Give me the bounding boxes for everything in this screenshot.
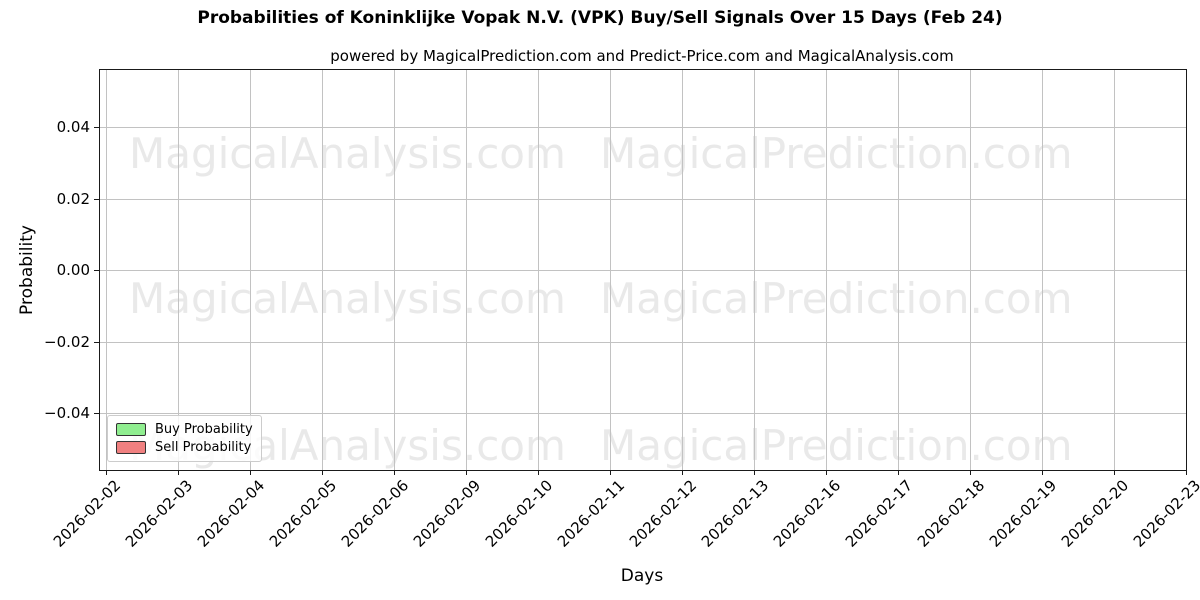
legend: Buy Probability Sell Probability — [107, 415, 262, 462]
watermark-prediction: MagicalPrediction.com — [600, 274, 1073, 323]
x-axis-label: Days — [620, 566, 664, 586]
x-tick-mark — [682, 470, 683, 475]
chart-subtitle: powered by MagicalPrediction.com and Pre… — [330, 47, 954, 65]
x-tick-label: 2026-02-17 — [841, 476, 917, 551]
x-tick-mark — [106, 470, 107, 475]
x-tick-mark — [1114, 470, 1115, 475]
x-tick-mark — [250, 470, 251, 475]
y-tick-label: −0.04 — [44, 404, 90, 422]
x-tick-mark — [754, 470, 755, 475]
x-tick-label: 2026-02-10 — [481, 476, 557, 551]
x-tick-mark — [610, 470, 611, 475]
legend-item-buy: Buy Probability — [116, 421, 253, 438]
x-tick-mark — [970, 470, 971, 475]
x-tick-mark — [898, 470, 899, 475]
x-tick-mark — [178, 470, 179, 475]
x-tick-label: 2026-02-13 — [697, 476, 773, 551]
legend-label-buy: Buy Probability — [155, 422, 253, 437]
x-tick-label: 2026-02-02 — [49, 476, 125, 551]
x-tick-label: 2026-02-11 — [553, 476, 629, 551]
x-tick-mark — [466, 470, 467, 475]
x-tick-label: 2026-02-05 — [265, 476, 341, 551]
watermark-analysis: MagicalAnalysis.com — [129, 129, 566, 178]
legend-label-sell: Sell Probability — [155, 440, 252, 455]
x-tick-label: 2026-02-09 — [409, 476, 485, 551]
y-gridline — [100, 127, 1186, 128]
x-tick-label: 2026-02-04 — [193, 476, 269, 551]
x-tick-label: 2026-02-20 — [1057, 476, 1133, 551]
y-gridline — [100, 413, 1186, 414]
y-tick-label: 0.04 — [56, 118, 90, 136]
x-tick-mark — [322, 470, 323, 475]
x-tick-mark — [1186, 470, 1187, 475]
x-tick-label: 2026-02-23 — [1129, 476, 1200, 551]
x-tick-label: 2026-02-16 — [769, 476, 845, 551]
buy-probability-swatch — [116, 423, 146, 436]
plot-area — [99, 69, 1187, 471]
watermark-prediction: MagicalPrediction.com — [600, 421, 1073, 470]
y-tick-label: 0.00 — [56, 261, 90, 279]
sell-probability-swatch — [116, 441, 146, 454]
y-tick-mark — [94, 127, 99, 128]
x-tick-label: 2026-02-18 — [913, 476, 989, 551]
y-tick-mark — [94, 342, 99, 343]
x-tick-label: 2026-02-03 — [121, 476, 197, 551]
x-tick-mark — [394, 470, 395, 475]
x-tick-label: 2026-02-19 — [985, 476, 1061, 551]
watermark-prediction: MagicalPrediction.com — [600, 129, 1073, 178]
x-tick-label: 2026-02-12 — [625, 476, 701, 551]
x-tick-mark — [826, 470, 827, 475]
y-gridline — [100, 270, 1186, 271]
y-gridline — [100, 342, 1186, 343]
x-gridline — [1186, 70, 1187, 470]
y-tick-label: −0.02 — [44, 333, 90, 351]
y-tick-mark — [94, 413, 99, 414]
watermark-analysis: MagicalAnalysis.com — [129, 274, 566, 323]
chart-title: Probabilities of Koninklijke Vopak N.V. … — [197, 8, 1003, 28]
x-tick-mark — [1042, 470, 1043, 475]
x-tick-mark — [538, 470, 539, 475]
y-tick-label: 0.02 — [56, 190, 90, 208]
legend-item-sell: Sell Probability — [116, 439, 253, 456]
y-gridline — [100, 199, 1186, 200]
x-tick-label: 2026-02-06 — [337, 476, 413, 551]
y-tick-mark — [94, 199, 99, 200]
y-tick-mark — [94, 270, 99, 271]
